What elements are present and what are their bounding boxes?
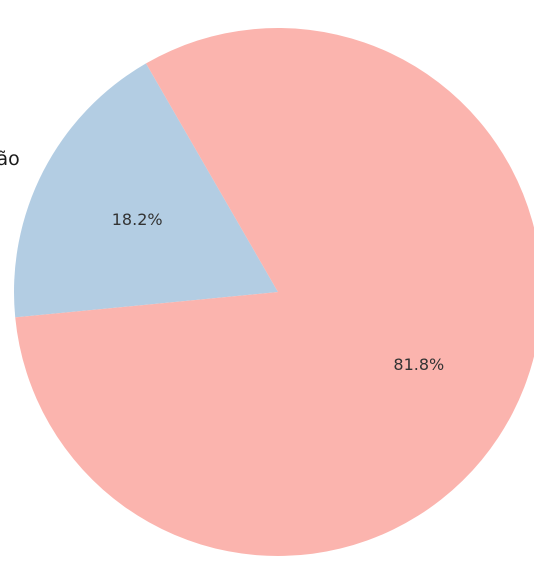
pie-slices: [13, 28, 534, 557]
pie-slice-2: [15, 28, 534, 557]
pie-percent-label-1: 18.2%: [112, 210, 163, 229]
pie-labels: 18.2%Não81.8%Sim: [0, 148, 444, 374]
pie-category-label-1: Não: [0, 148, 20, 170]
pie-percent-label-2: 81.8%: [393, 355, 444, 374]
pie-slice-1: [13, 63, 278, 318]
